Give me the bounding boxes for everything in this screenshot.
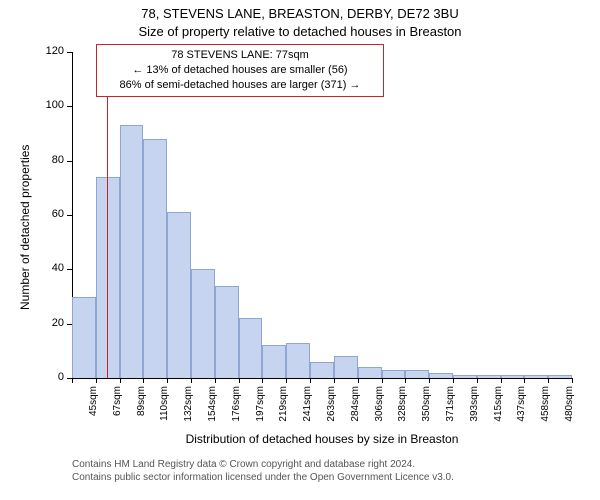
y-axis-label: Number of detached properties — [18, 145, 32, 310]
histogram-bar — [143, 139, 167, 378]
histogram-bar — [429, 373, 453, 378]
histogram-bar — [167, 212, 191, 378]
x-tick-label: 458sqm — [540, 386, 551, 426]
x-tick — [501, 378, 502, 383]
annotation-line-1: 78 STEVENS LANE: 77sqm — [103, 48, 377, 63]
x-tick — [72, 378, 73, 383]
x-tick — [453, 378, 454, 383]
x-tick-label: 241sqm — [302, 386, 313, 426]
x-tick — [143, 378, 144, 383]
x-tick — [310, 378, 311, 383]
x-tick-label: 328sqm — [397, 386, 408, 426]
histogram-bar — [477, 375, 501, 378]
histogram-bar — [548, 375, 572, 378]
histogram-bar — [215, 286, 239, 378]
x-tick — [120, 378, 121, 383]
x-tick — [191, 378, 192, 383]
histogram-bar — [453, 375, 477, 378]
annotation-line-3: 86% of semi-detached houses are larger (… — [103, 78, 377, 93]
copyright-line-2: Contains public sector information licen… — [72, 471, 454, 484]
x-tick-label: 480sqm — [564, 386, 575, 426]
y-tick-label: 120 — [36, 45, 64, 57]
x-tick — [548, 378, 549, 383]
x-tick-label: 350sqm — [421, 386, 432, 426]
x-tick — [405, 378, 406, 383]
x-tick-label: 284sqm — [350, 386, 361, 426]
x-tick-label: 371sqm — [445, 386, 456, 426]
x-tick — [334, 378, 335, 383]
x-tick-label: 67sqm — [112, 386, 123, 426]
property-marker-line — [107, 52, 108, 378]
y-tick-label: 0 — [36, 371, 64, 383]
chart-container: { "header": { "address": "78, STEVENS LA… — [0, 0, 600, 500]
x-tick — [524, 378, 525, 383]
histogram-bar — [262, 345, 286, 378]
x-tick-label: 415sqm — [493, 386, 504, 426]
x-tick — [382, 378, 383, 383]
x-tick-label: 132sqm — [183, 386, 194, 426]
x-tick-label: 154sqm — [207, 386, 218, 426]
x-tick — [477, 378, 478, 383]
y-tick — [67, 269, 72, 270]
x-tick — [286, 378, 287, 383]
histogram-bar — [358, 367, 382, 378]
y-tick — [67, 161, 72, 162]
y-tick — [67, 215, 72, 216]
histogram-bar — [120, 125, 144, 378]
histogram-bar — [286, 343, 310, 378]
histogram-plot: 02040608010012045sqm67sqm89sqm110sqm132s… — [72, 52, 572, 378]
histogram-bar — [334, 356, 358, 378]
x-tick-label: 219sqm — [278, 386, 289, 426]
y-tick-label: 20 — [36, 317, 64, 329]
y-tick-label: 60 — [36, 208, 64, 220]
histogram-bar — [524, 375, 548, 378]
x-tick-label: 263sqm — [326, 386, 337, 426]
x-tick — [358, 378, 359, 383]
x-tick — [96, 378, 97, 383]
x-tick-label: 393sqm — [469, 386, 480, 426]
x-tick — [239, 378, 240, 383]
page-subtitle: Size of property relative to detached ho… — [0, 24, 600, 39]
histogram-bar — [382, 370, 406, 378]
histogram-bar — [72, 297, 96, 379]
histogram-bar — [405, 370, 429, 378]
x-tick-label: 176sqm — [231, 386, 242, 426]
copyright-footer: Contains HM Land Registry data © Crown c… — [72, 458, 454, 484]
x-tick — [572, 378, 573, 383]
y-tick-label: 80 — [36, 154, 64, 166]
histogram-bar — [191, 269, 215, 378]
x-tick-label: 89sqm — [136, 386, 147, 426]
x-tick — [167, 378, 168, 383]
x-axis-line — [72, 378, 572, 379]
y-tick-label: 40 — [36, 262, 64, 274]
x-tick-label: 45sqm — [88, 386, 99, 426]
copyright-line-1: Contains HM Land Registry data © Crown c… — [72, 458, 454, 471]
x-axis-label: Distribution of detached houses by size … — [72, 432, 572, 446]
y-tick — [67, 106, 72, 107]
histogram-bar — [239, 318, 263, 378]
x-tick-label: 437sqm — [516, 386, 527, 426]
y-tick — [67, 52, 72, 53]
histogram-bar — [501, 375, 525, 378]
x-tick — [429, 378, 430, 383]
x-tick-label: 306sqm — [374, 386, 385, 426]
annotation-line-2: ← 13% of detached houses are smaller (56… — [103, 63, 377, 78]
page-title-address: 78, STEVENS LANE, BREASTON, DERBY, DE72 … — [0, 6, 600, 21]
x-tick-label: 197sqm — [255, 386, 266, 426]
histogram-bar — [310, 362, 334, 378]
y-tick-label: 100 — [36, 99, 64, 111]
x-tick — [215, 378, 216, 383]
x-tick-label: 110sqm — [159, 386, 170, 426]
annotation-callout: 78 STEVENS LANE: 77sqm ← 13% of detached… — [96, 44, 384, 97]
x-tick — [262, 378, 263, 383]
